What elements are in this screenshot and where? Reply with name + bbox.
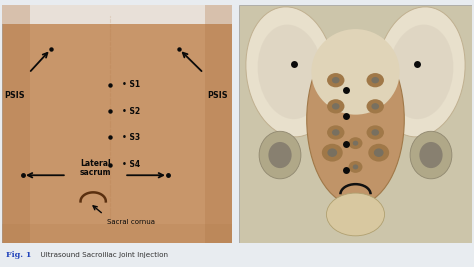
Text: Ultrasound Sacroiliac Joint Injection: Ultrasound Sacroiliac Joint Injection bbox=[36, 252, 167, 258]
Ellipse shape bbox=[366, 73, 384, 87]
Ellipse shape bbox=[311, 29, 400, 115]
Ellipse shape bbox=[372, 129, 379, 136]
Text: • S2: • S2 bbox=[122, 107, 140, 116]
Text: • S1: • S1 bbox=[122, 80, 140, 89]
Ellipse shape bbox=[259, 131, 301, 179]
Text: sacrum: sacrum bbox=[80, 168, 111, 177]
Ellipse shape bbox=[376, 7, 465, 137]
Ellipse shape bbox=[327, 125, 345, 140]
Ellipse shape bbox=[246, 7, 335, 137]
Ellipse shape bbox=[307, 34, 404, 205]
Ellipse shape bbox=[372, 77, 379, 83]
Ellipse shape bbox=[353, 164, 358, 170]
Bar bbox=[2, 5, 30, 243]
Ellipse shape bbox=[328, 148, 337, 157]
Ellipse shape bbox=[366, 125, 384, 140]
Ellipse shape bbox=[268, 142, 292, 168]
Text: PSIS: PSIS bbox=[5, 91, 25, 100]
Ellipse shape bbox=[372, 103, 379, 109]
Ellipse shape bbox=[366, 99, 384, 113]
Bar bbox=[2, 224, 232, 243]
Text: • S3: • S3 bbox=[122, 133, 140, 142]
Bar bbox=[2, 5, 232, 24]
Ellipse shape bbox=[332, 77, 339, 83]
Ellipse shape bbox=[353, 141, 358, 146]
Ellipse shape bbox=[374, 148, 383, 157]
Ellipse shape bbox=[258, 25, 323, 119]
Ellipse shape bbox=[322, 144, 343, 162]
Ellipse shape bbox=[327, 73, 345, 87]
Ellipse shape bbox=[348, 161, 363, 173]
Text: Fig. 1: Fig. 1 bbox=[6, 251, 31, 259]
Text: • S4: • S4 bbox=[122, 160, 140, 169]
Ellipse shape bbox=[332, 103, 339, 109]
Ellipse shape bbox=[327, 193, 384, 236]
Ellipse shape bbox=[419, 142, 443, 168]
Ellipse shape bbox=[410, 131, 452, 179]
Ellipse shape bbox=[388, 25, 453, 119]
Bar bbox=[205, 5, 232, 243]
Ellipse shape bbox=[327, 99, 345, 113]
Text: PSIS: PSIS bbox=[207, 91, 228, 100]
Ellipse shape bbox=[368, 144, 389, 162]
Ellipse shape bbox=[332, 129, 339, 136]
Text: Sacral cornua: Sacral cornua bbox=[107, 219, 155, 225]
Ellipse shape bbox=[348, 137, 363, 149]
Text: Lateral: Lateral bbox=[80, 159, 111, 168]
